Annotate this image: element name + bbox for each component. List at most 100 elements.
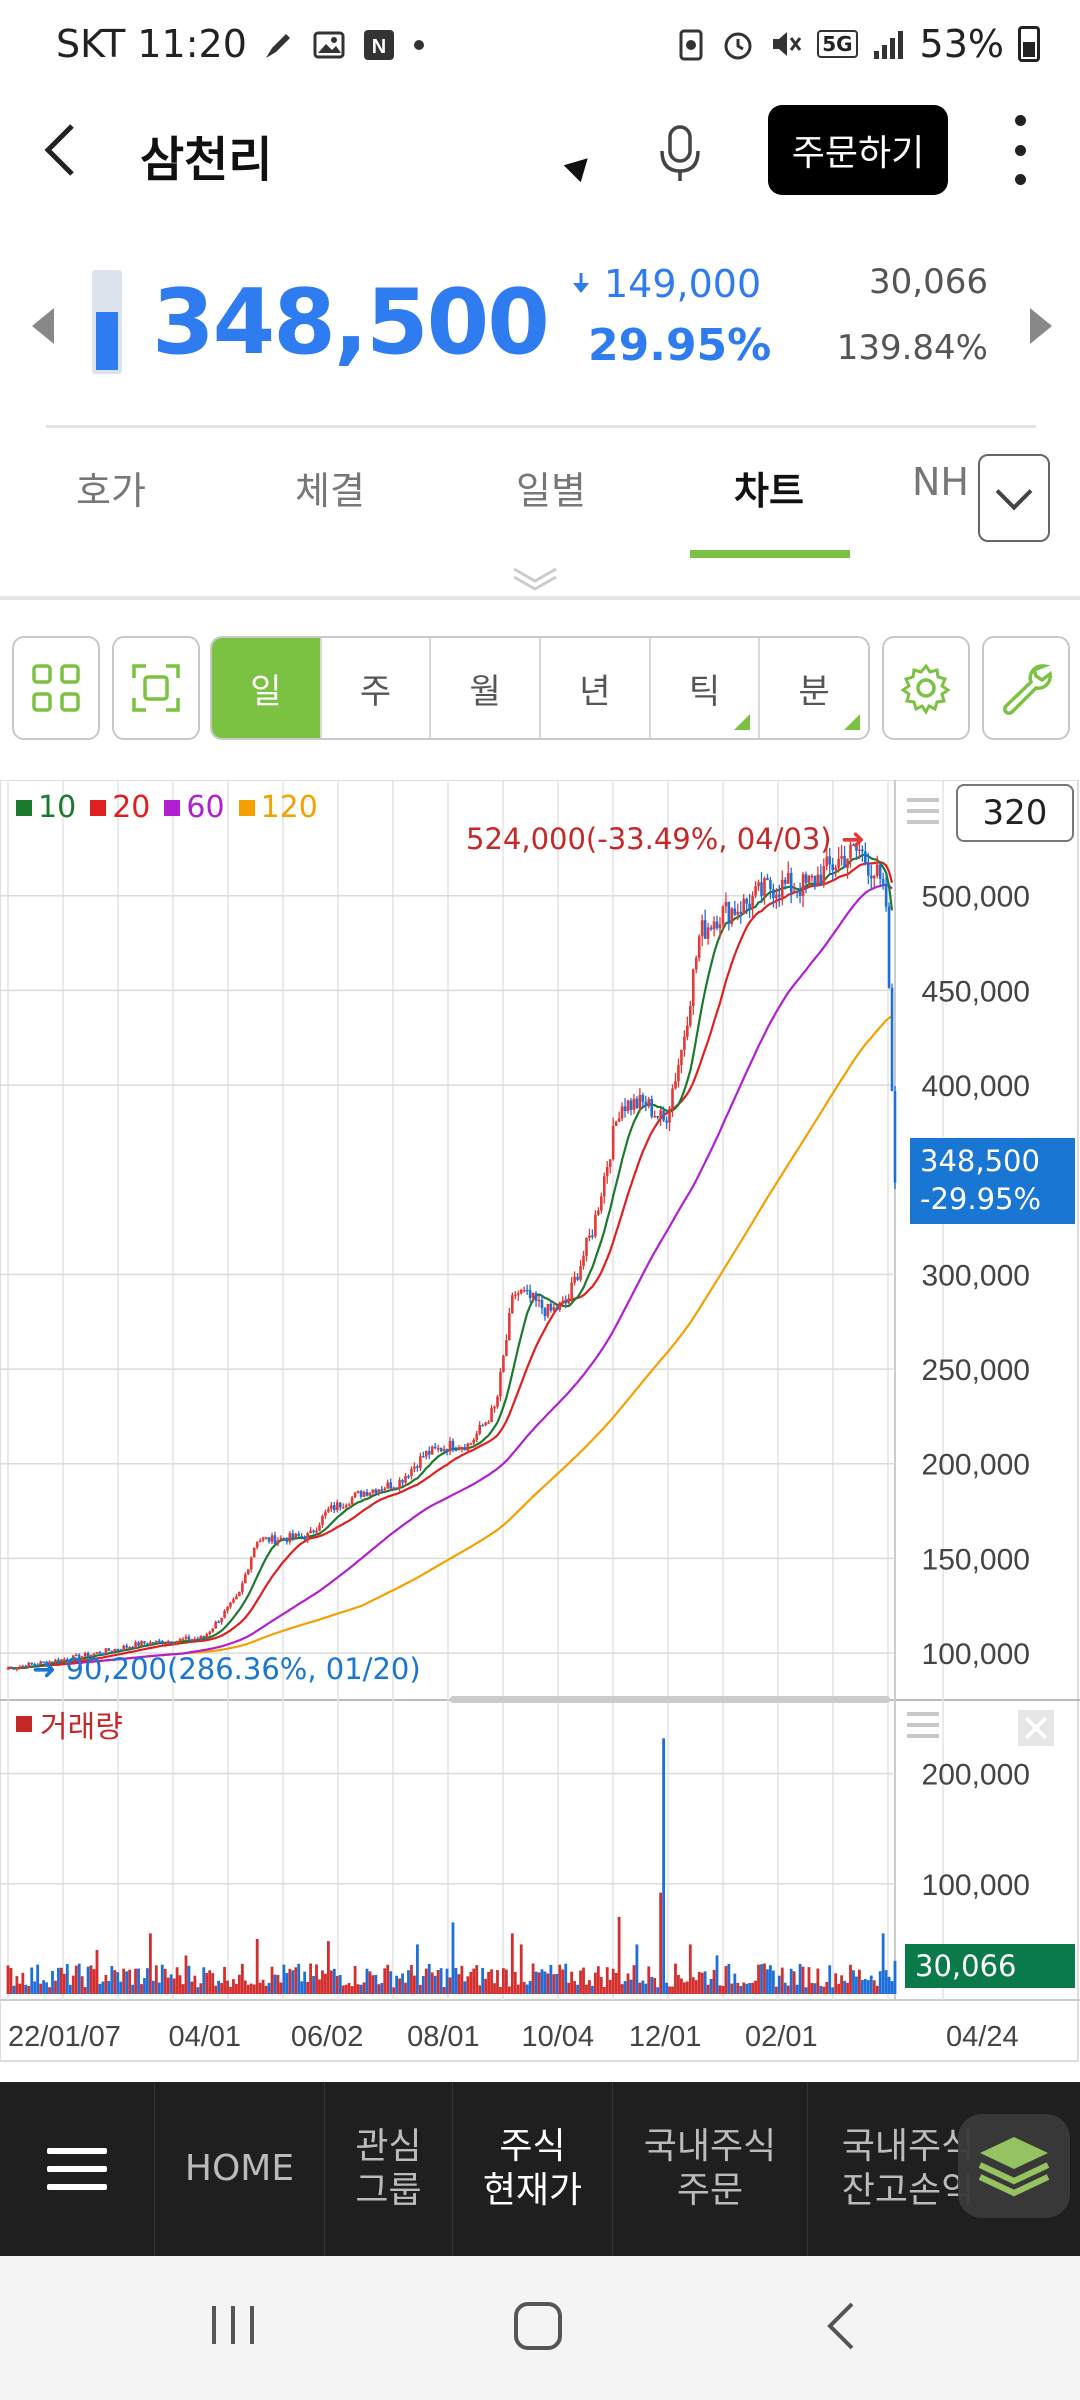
tab-chart[interactable]: 차트	[734, 469, 804, 513]
tab-orderbook[interactable]: 호가	[76, 469, 146, 513]
period-week[interactable]: 주	[322, 638, 432, 738]
nav-current-price[interactable]: 주식 현재가	[453, 2082, 613, 2256]
volume-bar	[831, 1987, 835, 1994]
tab-nh[interactable]: NH	[912, 460, 969, 504]
next-stock-arrow-icon[interactable]	[1030, 308, 1052, 344]
order-button[interactable]: 주문하기	[768, 105, 948, 195]
voice-search-button[interactable]	[655, 123, 705, 185]
period-tick[interactable]: 틱	[651, 638, 761, 738]
stock-name[interactable]: 삼천리	[140, 132, 273, 188]
volume-bar	[448, 1977, 452, 1994]
volume-ratio: 139.84%	[836, 328, 988, 368]
volume-bar	[15, 1976, 19, 1994]
nav-domestic-order[interactable]: 국내주식 주문	[613, 2082, 808, 2256]
volume-bar	[119, 1981, 123, 1994]
chart-tools-button[interactable]	[982, 636, 1070, 740]
candle-body	[602, 1176, 606, 1197]
candle-body	[229, 1602, 232, 1607]
volume-bar	[362, 1982, 366, 1994]
volume-bar	[481, 1967, 485, 1994]
status-time: SKT 11:20	[56, 22, 247, 66]
candle-body	[831, 864, 835, 871]
volume-bar	[866, 1980, 870, 1994]
volume-bar	[413, 1975, 416, 1994]
volume-bar	[401, 1973, 404, 1994]
layout-grid-button[interactable]	[12, 636, 100, 740]
volume-bar	[101, 1981, 105, 1994]
home-button[interactable]	[512, 2300, 564, 2356]
candle-body	[869, 875, 873, 879]
nav-domestic-balance[interactable]: 국내주식 잔고손익	[841, 2126, 975, 2211]
ma-legend-item: 10	[16, 790, 76, 825]
fullscreen-button[interactable]	[112, 636, 200, 740]
ma-120-line	[7, 1015, 893, 1670]
volume-menu-icon[interactable]	[905, 1710, 941, 1740]
volume-bar	[742, 1982, 746, 1994]
volume-bar	[48, 1987, 51, 1994]
candle-body	[611, 1125, 615, 1160]
candle-body	[724, 901, 728, 907]
tab-expand-button[interactable]	[978, 454, 1050, 542]
nav-home[interactable]: HOME	[155, 2082, 325, 2256]
volume-bar	[430, 1972, 434, 1994]
chart-menu-icon[interactable]	[905, 796, 941, 826]
candle-body	[579, 1265, 582, 1280]
volume-bar	[83, 1986, 87, 1994]
period-day[interactable]: 일	[212, 638, 322, 738]
period-year[interactable]: 년	[541, 638, 651, 738]
price-axis-label: 300,000	[922, 1259, 1030, 1292]
period-month[interactable]: 월	[431, 638, 542, 738]
volume-bar	[469, 1971, 473, 1994]
candle-body	[697, 936, 701, 958]
period-minute[interactable]: 분	[760, 638, 868, 738]
volume-bar	[42, 1980, 45, 1994]
gear-icon	[900, 663, 951, 715]
active-tab-indicator	[690, 550, 850, 558]
candle-body	[789, 872, 793, 893]
volume-bar	[98, 1983, 102, 1994]
recent-apps-button[interactable]	[208, 2300, 258, 2354]
candle-body	[92, 1653, 96, 1655]
candle-body	[338, 1502, 342, 1508]
volume-bar	[614, 1973, 618, 1994]
candle-body	[893, 1091, 897, 1183]
candle-body	[852, 844, 855, 846]
candle-body	[333, 1505, 336, 1511]
candle-body	[330, 1505, 333, 1509]
prev-stock-arrow-icon[interactable]	[32, 308, 54, 344]
stock-dropdown-icon[interactable]	[563, 149, 597, 183]
chart-canvas: 500,000 450,000 400,000 300,000 250,000 200,0…	[0, 780, 1080, 2062]
candle-body	[709, 927, 713, 930]
candle-body	[463, 1447, 467, 1451]
more-menu-button[interactable]	[1010, 115, 1030, 185]
candle-body	[202, 1636, 206, 1638]
candle-body	[255, 1542, 259, 1548]
volume-bar	[893, 1960, 897, 1994]
layers-button[interactable]	[958, 2114, 1070, 2218]
tab-daily[interactable]: 일별	[516, 469, 586, 513]
system-back-button[interactable]	[822, 2300, 862, 2356]
candle-body	[187, 1636, 191, 1641]
candle-body	[324, 1511, 327, 1516]
menu-button[interactable]	[0, 2082, 155, 2256]
volume-bar	[410, 1964, 413, 1994]
volume-bar	[249, 1983, 253, 1994]
volume-bar	[415, 1944, 419, 1994]
candle-body	[727, 901, 731, 924]
chart-settings-button[interactable]	[882, 636, 970, 740]
pull-down-icon[interactable]	[510, 563, 560, 593]
candle-body	[184, 1636, 188, 1639]
candle-body	[525, 1289, 529, 1292]
candle-body	[546, 1303, 550, 1317]
back-button[interactable]	[40, 120, 90, 180]
volume-bar	[795, 1984, 799, 1994]
candle-body	[27, 1662, 31, 1668]
period-count-input[interactable]: 320	[956, 784, 1074, 842]
nav-watchlist[interactable]: 관심 그룹	[325, 2082, 453, 2256]
volume-bar	[148, 1933, 152, 1994]
close-volume-icon[interactable]	[1016, 1708, 1056, 1748]
stock-chart[interactable]: 500,000 450,000 400,000 300,000 250,000 200,0…	[0, 780, 1080, 2062]
tab-trades[interactable]: 체결	[295, 469, 365, 513]
volume-bar	[504, 1969, 508, 1994]
candle-body	[478, 1424, 481, 1434]
